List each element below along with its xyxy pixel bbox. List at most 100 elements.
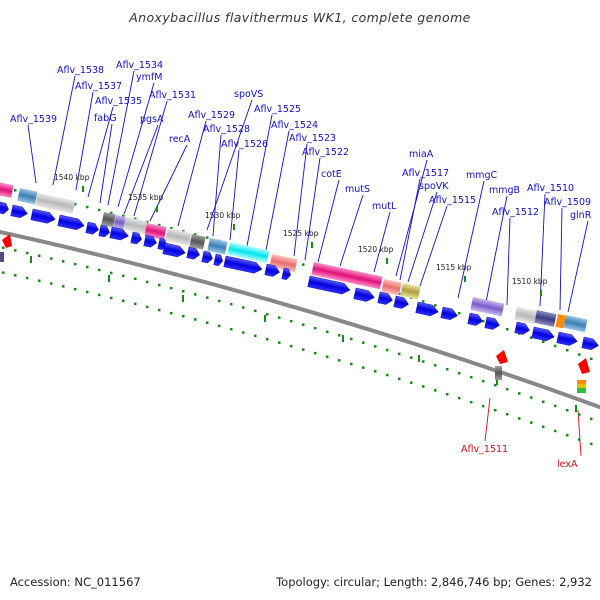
scale-label: 1530 kbp xyxy=(205,211,241,220)
gene-arrow xyxy=(223,255,263,274)
ring-major-tick xyxy=(264,315,266,322)
gene-label-layer: Aflv_1539 Aflv_1538 Aflv_1537 Aflv_1535 fabG… xyxy=(10,60,592,470)
reverse-gene-arrow xyxy=(496,350,508,364)
reverse-gene-arrow xyxy=(578,358,590,374)
ring-dots-inner xyxy=(158,308,161,312)
gene-arrow xyxy=(162,242,186,258)
ring-dots-inner xyxy=(326,355,329,358)
cog-feature-block xyxy=(113,215,126,230)
ring-dots-outer xyxy=(554,344,557,348)
gene-arrow xyxy=(514,321,530,335)
ring-dots-inner xyxy=(38,279,41,282)
gene-label: mmgB xyxy=(489,185,520,196)
gene-label: cotE xyxy=(321,169,342,180)
ring-dots-mid xyxy=(74,262,77,266)
label-connector-line xyxy=(506,217,511,306)
scale-track: 1540 kbp 1535 kbp 1530 kbp 1525 kbp 1520 kbp… xyxy=(54,173,548,296)
gene-arrow xyxy=(440,306,458,320)
cog-feature-block xyxy=(207,237,228,255)
label-connector-line xyxy=(559,207,563,311)
scale-label: 1525 kbp xyxy=(283,229,319,238)
cog-feature-block xyxy=(123,217,148,235)
ring-dots-mid xyxy=(386,348,389,352)
gene-arrow xyxy=(98,224,110,238)
scale-label: 1510 kbp xyxy=(512,277,548,286)
label-connector-line xyxy=(457,180,485,299)
gene-label: miaA xyxy=(409,149,434,160)
ring-dots-mid xyxy=(218,299,221,303)
ring-dots-inner xyxy=(446,393,449,396)
ring-dots-inner xyxy=(470,400,473,404)
ring-dots-mid xyxy=(230,302,233,306)
gene-arrow xyxy=(264,263,280,277)
scale-label: 1535 kbp xyxy=(128,193,164,202)
label-connector-line xyxy=(567,220,589,313)
ring-dots-inner xyxy=(182,315,185,318)
map-title: Anoxybacillus flavithermus WK1, complete… xyxy=(129,10,471,25)
cog-feature-block xyxy=(35,193,76,214)
ring-dots-outer xyxy=(302,263,305,266)
gene-arrow xyxy=(467,312,483,326)
gene-label: Aflv_1526 xyxy=(221,139,268,150)
cog-feature-block xyxy=(227,242,270,264)
ring-dots-mid xyxy=(554,404,557,408)
gene-label: pgsA xyxy=(140,114,164,125)
gene-arrow xyxy=(85,221,99,235)
ring-major-tick xyxy=(182,295,184,302)
label-connector-line xyxy=(485,195,508,303)
label-connector-line xyxy=(123,124,159,215)
label-connector-line xyxy=(399,178,421,281)
ring-dots-inner xyxy=(506,413,509,416)
gene-label: ymfM xyxy=(136,72,162,83)
label-connector-line xyxy=(577,409,582,457)
label-connector-line xyxy=(117,82,155,208)
ring-dots-outer xyxy=(506,328,509,331)
ring-dots-outer xyxy=(530,336,533,339)
gene-label: Aflv_1528 xyxy=(203,124,250,135)
ring-dots-outer xyxy=(422,300,425,303)
cog-feature-track xyxy=(0,181,588,333)
ring-dots-inner xyxy=(14,274,17,277)
ring-dots-inner xyxy=(254,334,257,338)
ring-dots-inner xyxy=(374,370,377,373)
reverse-gene-arrow xyxy=(2,234,12,248)
gene-label: Aflv_1523 xyxy=(289,133,336,144)
ring-dots-outer xyxy=(578,353,581,356)
label-connector-line xyxy=(52,75,76,186)
ring-dots-mid xyxy=(506,388,509,391)
ring-dots-inner xyxy=(422,385,425,388)
ring-dots-inner xyxy=(578,438,581,441)
label-connector-line xyxy=(206,99,253,231)
cog-feature-block xyxy=(563,314,588,333)
ring-dots-mid xyxy=(494,384,497,387)
ring-major-tick xyxy=(575,405,577,412)
ring-dots-mid xyxy=(374,345,377,348)
ring-dots-mid xyxy=(530,396,533,399)
gene-label: Aflv_1510 xyxy=(527,183,574,194)
label-connector-line xyxy=(177,120,207,227)
gene-label: mmgC xyxy=(466,170,498,181)
gene-arrow xyxy=(213,253,223,266)
ring-dots-outer xyxy=(158,223,161,227)
scale-label: 1515 kbp xyxy=(436,263,472,272)
gene-label: Aflv_1524 xyxy=(271,120,318,131)
ring-dots-inner xyxy=(554,429,557,433)
ring-dots-mid xyxy=(566,409,569,412)
gene-arrow xyxy=(201,250,213,264)
ring-dots-mid xyxy=(482,379,485,383)
ring-dots-inner xyxy=(230,327,233,331)
label-connector-line xyxy=(395,159,428,277)
scale-label: 1540 kbp xyxy=(54,173,90,182)
gene-arrow xyxy=(130,231,142,245)
ring-dots-outer xyxy=(110,211,113,215)
ring-dots-inner xyxy=(338,359,341,362)
ring-dots-mid xyxy=(470,375,473,379)
gene-arrow xyxy=(531,326,555,342)
scale-tick xyxy=(540,290,542,296)
ring-dots-mid xyxy=(14,249,17,252)
ring-dots-inner xyxy=(278,341,281,344)
ring-dots-mid xyxy=(170,286,173,290)
gene-label: Aflv_1525 xyxy=(254,104,301,115)
label-connector-line xyxy=(484,397,491,442)
label-connector-line xyxy=(265,130,290,251)
